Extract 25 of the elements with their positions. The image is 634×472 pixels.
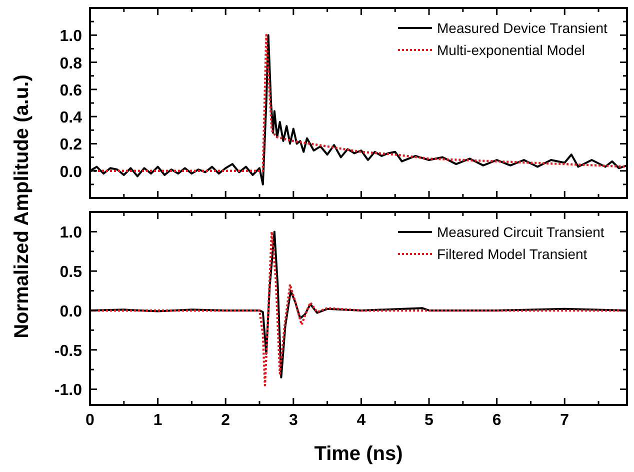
x-tick-label: 0 xyxy=(86,412,95,429)
y-tick-label: 0.2 xyxy=(60,136,82,154)
x-tick-label: 4 xyxy=(356,412,366,429)
x-tick-label: 2 xyxy=(221,412,230,429)
y-tick-label: 0.5 xyxy=(60,264,82,282)
y-tick-label: 0.0 xyxy=(60,303,82,320)
x-tick-label: 3 xyxy=(288,412,298,429)
x-tick-label: 7 xyxy=(560,412,570,429)
y-tick-label: 1.0 xyxy=(60,224,82,242)
x-tick-label: 6 xyxy=(492,412,502,429)
y-tick-label: -0.5 xyxy=(54,342,82,360)
y-axis-title: Normalized Amplitude (a.u.) xyxy=(11,74,33,338)
legend-label: Measured Circuit Transient xyxy=(437,224,604,240)
y-tick-label: 0.6 xyxy=(60,82,82,100)
x-tick-label: 5 xyxy=(424,412,434,429)
y-tick-label: 0.0 xyxy=(60,164,82,181)
x-tick-label: 1 xyxy=(153,412,162,429)
legend-label: Filtered Model Transient xyxy=(437,246,588,262)
legend-label: Measured Device Transient xyxy=(437,20,608,36)
y-tick-label: -1.0 xyxy=(54,382,82,400)
y-tick-label: 1.0 xyxy=(60,28,82,46)
legend-label: Multi-exponential Model xyxy=(437,42,585,58)
y-tick-label: 0.4 xyxy=(60,110,82,127)
x-axis-title: Time (ns) xyxy=(314,443,403,465)
y-tick-label: 0.8 xyxy=(60,55,82,72)
